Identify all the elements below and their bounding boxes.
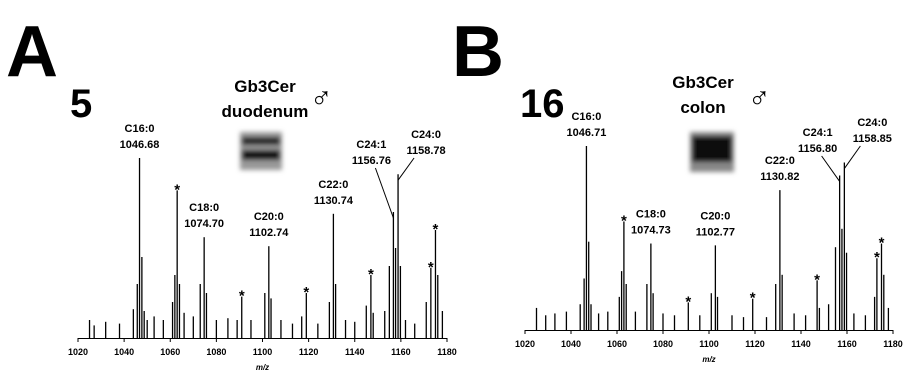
peak-mz: 1074.70	[184, 218, 224, 230]
peak-name: C20:0	[254, 211, 284, 223]
leader-line	[375, 168, 393, 218]
title: Gb3Cer	[672, 73, 734, 92]
peak-name: C18:0	[636, 209, 666, 221]
peak-mz: 1156.76	[352, 155, 391, 167]
peak-name: C20:0	[700, 210, 730, 222]
peak-name: C24:1	[356, 139, 386, 151]
sex-symbol: ♂	[748, 82, 771, 115]
x-axis-label: m/z	[702, 355, 715, 364]
gel-band	[240, 132, 282, 170]
title: duodenum	[222, 102, 309, 121]
x-tick-label: 1180	[883, 339, 903, 349]
x-tick-label: 1080	[206, 347, 226, 357]
x-tick-label: 1140	[345, 347, 365, 357]
x-tick-label: 1180	[437, 347, 457, 357]
title: Gb3Cer	[234, 77, 296, 96]
x-tick-label: 1100	[253, 347, 273, 357]
asterisk: *	[368, 266, 374, 283]
peak-name: C16:0	[125, 123, 155, 135]
peak-name: C22:0	[318, 179, 348, 191]
peak-name: C22:0	[765, 155, 795, 167]
panel-label: A	[6, 12, 58, 92]
panel-label: B	[452, 12, 504, 92]
peak-mz: 1130.74	[314, 195, 354, 207]
peak-name: C18:0	[189, 202, 219, 214]
asterisk: *	[879, 235, 885, 252]
sex-symbol: ♂	[310, 82, 333, 115]
peak-mz: 1102.77	[696, 226, 735, 238]
x-tick-label: 1160	[837, 339, 857, 349]
peak-mz: 1074.73	[631, 225, 671, 237]
x-tick-label: 1160	[391, 347, 411, 357]
x-tick-label: 1120	[745, 339, 765, 349]
asterisk: *	[428, 259, 434, 276]
asterisk: *	[874, 249, 880, 266]
peak-mz: 1156.80	[798, 143, 837, 155]
asterisk: *	[239, 288, 245, 305]
asterisk: *	[814, 271, 820, 288]
leader-line	[398, 158, 414, 180]
x-tick-label: 1060	[607, 339, 627, 349]
title: colon	[680, 98, 725, 117]
asterisk: *	[750, 290, 756, 307]
peak-mz: 1158.78	[406, 145, 445, 157]
peak-name: C24:1	[803, 127, 833, 139]
x-tick-label: 1040	[114, 347, 134, 357]
x-tick-label: 1120	[299, 347, 319, 357]
peak-name: C24:0	[411, 129, 441, 141]
x-tick-label: 1060	[160, 347, 180, 357]
x-tick-label: 1140	[791, 339, 811, 349]
asterisk: *	[174, 181, 180, 198]
peak-mz: 1046.68	[120, 139, 160, 151]
peak-name: C24:0	[857, 117, 887, 129]
peak-name: C16:0	[571, 111, 601, 123]
asterisk: *	[433, 221, 439, 238]
asterisk: *	[303, 284, 309, 301]
sample-number: 5	[70, 82, 92, 126]
leader-line	[822, 156, 840, 181]
peak-mz: 1102.74	[249, 227, 289, 239]
x-tick-label: 1080	[653, 339, 673, 349]
x-tick-label: 1100	[699, 339, 719, 349]
figure: A 5 Gb3Cer duodenum ♂ B 16 Gb3Cer colon …	[0, 0, 906, 372]
x-tick-label: 1020	[68, 347, 88, 357]
asterisk: *	[621, 212, 627, 229]
peak-mz: 1130.82	[760, 171, 799, 183]
gel-band	[690, 132, 734, 172]
sample-number: 16	[520, 82, 565, 126]
leader-line	[844, 146, 860, 169]
x-axis-label: m/z	[256, 363, 269, 372]
peak-mz: 1046.71	[567, 127, 607, 139]
peak-mz: 1158.85	[853, 133, 892, 145]
x-tick-label: 1020	[515, 339, 535, 349]
x-tick-label: 1040	[561, 339, 581, 349]
asterisk: *	[685, 293, 691, 310]
